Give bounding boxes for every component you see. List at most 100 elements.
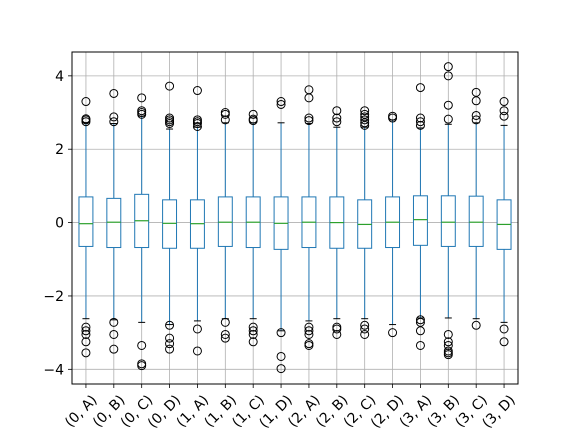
y-tick-label: 4 — [55, 69, 64, 85]
flier — [137, 340, 147, 350]
flier — [165, 344, 175, 354]
flier — [415, 315, 425, 325]
box-7 — [273, 97, 289, 374]
flier — [165, 333, 175, 343]
flier — [276, 99, 286, 109]
flier — [81, 348, 91, 358]
flier — [499, 337, 509, 347]
flier — [499, 97, 509, 107]
flier — [443, 329, 453, 339]
flier — [81, 337, 91, 347]
flier — [443, 337, 453, 347]
flier — [499, 106, 509, 116]
flier — [109, 112, 119, 122]
flier — [248, 326, 258, 336]
flier — [248, 337, 258, 347]
flier — [165, 320, 175, 330]
flier — [415, 340, 425, 350]
flier — [81, 329, 91, 339]
flier — [471, 115, 481, 125]
box-2 — [134, 93, 150, 371]
flier — [109, 344, 119, 354]
flier — [192, 324, 202, 334]
flier — [165, 113, 175, 123]
flier — [248, 109, 258, 119]
flier — [304, 85, 314, 95]
box-13 — [440, 62, 456, 360]
flier — [165, 339, 175, 349]
flier — [360, 112, 370, 122]
flier — [248, 322, 258, 332]
y-tick-label: 0 — [55, 216, 64, 232]
flier — [304, 340, 314, 350]
box-9 — [329, 106, 345, 339]
flier — [220, 317, 230, 327]
flier — [109, 117, 119, 127]
flier — [192, 86, 202, 96]
flier — [137, 106, 147, 116]
flier — [332, 117, 342, 127]
flier — [332, 113, 342, 123]
flier — [276, 364, 286, 374]
flier — [443, 114, 453, 124]
flier — [415, 113, 425, 123]
box-5 — [217, 108, 233, 343]
flier — [109, 329, 119, 339]
flier — [220, 333, 230, 343]
flier — [248, 114, 258, 124]
flier — [499, 111, 509, 121]
box-10 — [357, 106, 373, 339]
box-rect — [78, 196, 94, 247]
flier — [415, 120, 425, 130]
flier — [304, 329, 314, 339]
flier — [360, 106, 370, 116]
flier — [471, 110, 481, 120]
flier — [81, 114, 91, 124]
flier — [388, 111, 398, 121]
box-15 — [496, 97, 512, 347]
box-4 — [189, 86, 205, 356]
flier — [109, 88, 119, 98]
flier — [388, 328, 398, 338]
box-rect — [412, 195, 428, 246]
flier — [360, 320, 370, 330]
flier — [220, 108, 230, 118]
flier — [137, 361, 147, 371]
flier — [471, 87, 481, 97]
flier — [443, 340, 453, 350]
flier — [360, 109, 370, 119]
flier — [192, 346, 202, 356]
flier — [137, 93, 147, 103]
flier — [192, 121, 202, 131]
flier — [360, 115, 370, 125]
flier — [360, 329, 370, 339]
flier — [332, 324, 342, 334]
flier — [415, 117, 425, 127]
flier — [81, 97, 91, 107]
plot-frame — [71, 51, 519, 385]
box-3 — [162, 81, 178, 354]
flier — [81, 326, 91, 336]
y-tick-label: 2 — [55, 142, 64, 158]
flier — [220, 115, 230, 125]
box-rect — [106, 197, 122, 249]
flier — [415, 83, 425, 93]
flier — [220, 329, 230, 339]
box-12 — [412, 83, 428, 350]
flier — [304, 113, 314, 123]
flier — [332, 329, 342, 339]
flier — [276, 97, 286, 107]
box-0 — [78, 97, 94, 358]
boxes — [78, 62, 512, 374]
flier — [443, 62, 453, 72]
flier — [443, 350, 453, 360]
flier — [360, 324, 370, 334]
flier — [81, 322, 91, 332]
flier — [109, 317, 119, 327]
flier — [415, 326, 425, 336]
flier — [248, 329, 258, 339]
flier — [165, 81, 175, 91]
flier — [304, 326, 314, 336]
box-14 — [468, 87, 484, 330]
